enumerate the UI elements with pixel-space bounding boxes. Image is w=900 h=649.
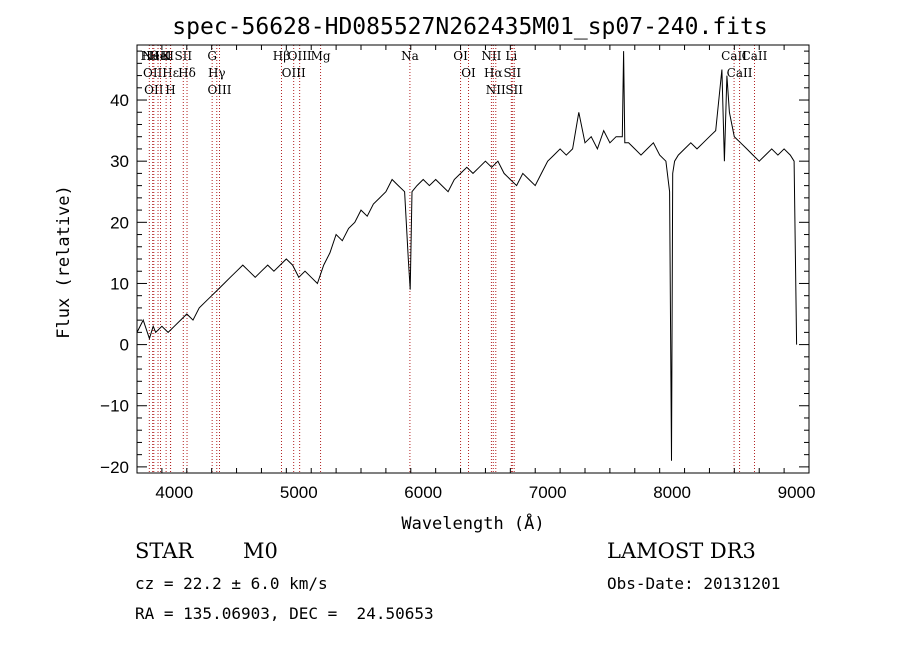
y-tick-label-5: 30 xyxy=(110,152,129,171)
line-marker-label-28: CaII xyxy=(742,49,768,63)
line-marker-label-2: OII xyxy=(144,83,164,97)
line-marker-label-10: G xyxy=(207,49,217,63)
line-marker-label-21: Hα xyxy=(484,66,503,80)
line-marker-label-23: Li xyxy=(505,49,517,63)
line-marker-label-0: Hθ xyxy=(140,49,158,63)
x-tick-label-0: 4000 xyxy=(155,483,193,502)
line-marker-label-8: SII xyxy=(174,49,192,63)
line-marker-label-9: Hδ xyxy=(178,66,196,80)
y-axis-label: Flux (relative) xyxy=(54,185,74,339)
line-marker-label-4: HeI xyxy=(149,49,172,63)
object-class: STAR xyxy=(135,539,194,563)
x-axis-label: Wavelength (Å) xyxy=(401,512,544,534)
line-marker-label-17: Na xyxy=(401,49,419,63)
line-marker-label-24: SII xyxy=(503,66,521,80)
line-marker-label-13: Hβ xyxy=(273,49,290,63)
line-marker-label-20: NII xyxy=(481,49,501,63)
survey-name: LAMOST DR3 xyxy=(607,539,756,563)
line-marker-label-22: NII xyxy=(486,83,506,97)
line-marker-label-25: SII xyxy=(505,83,523,97)
line-marker-label-19: OI xyxy=(461,66,476,80)
y-tick-label-4: 20 xyxy=(110,213,129,232)
line-marker-label-1: OII xyxy=(143,66,163,80)
coordinates-text: RA = 135.06903, DEC = 24.50653 xyxy=(135,604,434,623)
chart-title: spec-56628-HD085527N262435M01_sp07-240.f… xyxy=(172,14,767,40)
line-marker-label-3: NeIII xyxy=(142,49,174,63)
x-axis-ticks: 4000 5000 6000 7000 8000 9000 xyxy=(136,45,816,502)
line-marker-label-15: OIII xyxy=(288,49,312,63)
y-tick-label-0: −20 xyxy=(100,458,129,477)
x-tick-label-5: 9000 xyxy=(778,483,816,502)
line-marker-label-5: K xyxy=(162,49,172,63)
spectrum-series xyxy=(136,51,798,461)
x-tick-label-3: 7000 xyxy=(529,483,567,502)
y-tick-label-6: 40 xyxy=(110,91,129,110)
line-marker-label-11: Hγ xyxy=(208,66,226,80)
x-tick-label-2: 6000 xyxy=(404,483,442,502)
redshift-text: cz = 22.2 ± 6.0 km/s xyxy=(135,574,328,593)
line-markers: HθOIIOIINeIIIHeIKHεHSIIHδGHγOIIIHβOIIIOI… xyxy=(140,45,768,473)
y-tick-label-1: −10 xyxy=(100,397,129,416)
plot-frame xyxy=(136,44,810,474)
line-marker-label-7: H xyxy=(165,83,175,97)
x-tick-label-4: 8000 xyxy=(653,483,691,502)
y-tick-label-2: 0 xyxy=(120,336,129,355)
line-marker-label-26: CaII xyxy=(721,49,747,63)
y-axis-ticks: −20 −10 0 10 20 30 40 xyxy=(100,50,809,477)
object-subclass: M0 xyxy=(243,539,278,563)
line-marker-label-18: OI xyxy=(453,49,468,63)
y-tick-label-3: 10 xyxy=(110,274,129,293)
obs-date-text: Obs-Date: 20131201 xyxy=(607,574,781,593)
line-marker-label-16: Mg xyxy=(311,49,331,63)
line-marker-label-12: OIII xyxy=(207,83,231,97)
spectrum-line-0 xyxy=(136,51,798,461)
x-tick-label-1: 5000 xyxy=(280,483,318,502)
line-marker-label-14: OIII xyxy=(282,66,306,80)
line-marker-label-27: CaII xyxy=(727,66,753,80)
